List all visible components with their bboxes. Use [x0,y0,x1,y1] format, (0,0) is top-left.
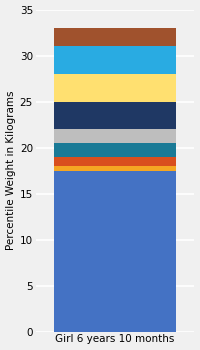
Bar [54,28,176,46]
Bar [54,143,176,157]
Y-axis label: Percentile Weight in Kilograms: Percentile Weight in Kilograms [6,91,16,250]
Bar [54,46,176,74]
Bar [54,74,176,101]
Bar [54,102,176,129]
Bar [54,166,176,170]
Bar [54,157,176,166]
Bar [54,170,176,332]
Bar [54,129,176,143]
